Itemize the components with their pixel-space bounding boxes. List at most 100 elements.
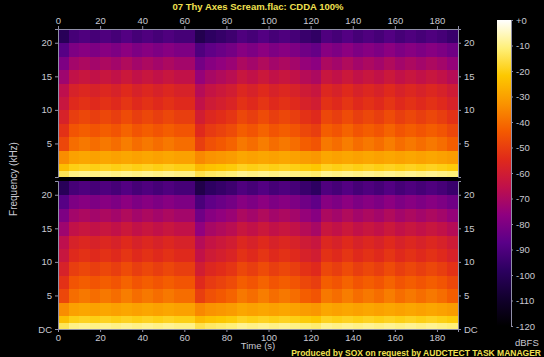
cell bbox=[384, 137, 395, 151]
x-top-tick: 20 bbox=[95, 15, 106, 29]
cell bbox=[90, 289, 101, 303]
cell bbox=[132, 137, 143, 151]
cell bbox=[279, 222, 290, 236]
cell bbox=[363, 83, 374, 97]
title: 07 Thy Axes Scream.flac: CDDA 100% bbox=[173, 1, 344, 12]
cell bbox=[69, 164, 80, 171]
cell bbox=[384, 275, 395, 289]
cell bbox=[79, 235, 90, 249]
cell bbox=[90, 275, 101, 289]
cell bbox=[100, 248, 111, 262]
y-left-ch2-tick-mark bbox=[55, 262, 58, 263]
cell bbox=[395, 164, 406, 171]
cell bbox=[332, 222, 343, 236]
colorbar-tick-label: -10 bbox=[516, 40, 530, 51]
cell bbox=[153, 150, 164, 164]
cell bbox=[300, 275, 311, 289]
cell bbox=[69, 302, 80, 316]
cell bbox=[426, 83, 437, 97]
cell bbox=[121, 96, 132, 110]
cell bbox=[111, 316, 122, 323]
cell bbox=[416, 289, 427, 303]
cell bbox=[58, 195, 69, 209]
y-right-ch1-tick-label: 15 bbox=[464, 71, 475, 82]
cell bbox=[447, 302, 458, 316]
cell bbox=[216, 248, 227, 262]
cell bbox=[216, 275, 227, 289]
cell bbox=[405, 137, 416, 151]
cell bbox=[205, 56, 216, 70]
cell bbox=[79, 170, 90, 177]
cell bbox=[279, 43, 290, 57]
cell bbox=[437, 96, 448, 110]
cell bbox=[163, 29, 174, 43]
cell bbox=[405, 96, 416, 110]
cell bbox=[226, 70, 237, 84]
cell bbox=[163, 83, 174, 97]
cell bbox=[79, 181, 90, 195]
cell bbox=[142, 322, 153, 329]
x-bottom-tick-label: 180 bbox=[430, 332, 446, 343]
cell bbox=[142, 289, 153, 303]
y-left-ch2-tick-label: DC bbox=[38, 324, 52, 335]
cell bbox=[90, 195, 101, 209]
x-top-tick-mark bbox=[437, 26, 438, 29]
cell bbox=[363, 56, 374, 70]
cell bbox=[426, 96, 437, 110]
cell bbox=[237, 222, 248, 236]
y-left-ch1-tick-label: 10 bbox=[41, 104, 52, 115]
cell bbox=[437, 164, 448, 171]
spectrogram-chart: 51015205101520DC5101520DC510152002040608… bbox=[0, 0, 544, 357]
cell bbox=[405, 181, 416, 195]
cell bbox=[269, 302, 280, 316]
cell bbox=[132, 208, 143, 222]
cell bbox=[290, 316, 301, 323]
cell bbox=[290, 289, 301, 303]
cell bbox=[300, 316, 311, 323]
cell bbox=[226, 170, 237, 177]
cell bbox=[269, 289, 280, 303]
cell bbox=[342, 322, 353, 329]
cell bbox=[69, 322, 80, 329]
cell bbox=[121, 289, 132, 303]
cell bbox=[195, 110, 206, 124]
cell bbox=[416, 248, 427, 262]
y-right-ch1-tick: 20 bbox=[458, 37, 475, 48]
cell bbox=[300, 96, 311, 110]
cell bbox=[342, 56, 353, 70]
x-top-tick-mark bbox=[100, 26, 101, 29]
x-bottom-tick-label: 40 bbox=[137, 332, 148, 343]
cell bbox=[279, 235, 290, 249]
cell bbox=[226, 43, 237, 57]
cell bbox=[132, 43, 143, 57]
cell bbox=[395, 181, 406, 195]
cell bbox=[111, 110, 122, 124]
cell bbox=[342, 208, 353, 222]
cell bbox=[90, 56, 101, 70]
cell bbox=[384, 43, 395, 57]
cell bbox=[153, 170, 164, 177]
cell bbox=[426, 181, 437, 195]
colorbar-tick: -80 bbox=[511, 219, 530, 230]
cell bbox=[258, 289, 269, 303]
cell bbox=[111, 29, 122, 43]
colorbar-tick: -30 bbox=[511, 91, 530, 102]
cell bbox=[384, 181, 395, 195]
cell bbox=[90, 96, 101, 110]
cell bbox=[437, 83, 448, 97]
cell bbox=[142, 222, 153, 236]
cell bbox=[79, 248, 90, 262]
cell bbox=[121, 235, 132, 249]
y-right-ch1-tick-label: 10 bbox=[464, 104, 475, 115]
cell bbox=[205, 316, 216, 323]
cell bbox=[205, 29, 216, 43]
cell bbox=[121, 316, 132, 323]
cell bbox=[79, 150, 90, 164]
cell bbox=[437, 289, 448, 303]
cell bbox=[426, 170, 437, 177]
cell bbox=[247, 70, 258, 84]
cell bbox=[174, 83, 185, 97]
cell bbox=[237, 275, 248, 289]
cell bbox=[321, 96, 332, 110]
cell bbox=[332, 83, 343, 97]
